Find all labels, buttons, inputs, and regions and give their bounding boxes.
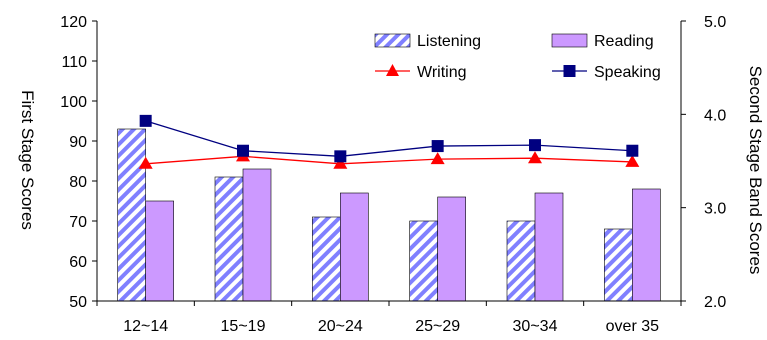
marker-writing-5 (625, 154, 640, 167)
legend-label-writing: Writing (417, 64, 467, 81)
legend-swatch-listening (374, 33, 411, 48)
bar-listening-3 (409, 220, 438, 302)
bar-listening-1 (214, 176, 244, 302)
x-ticks: 12~14 15~19 20~24 25~29 30~34 over 35 (96, 301, 682, 335)
bar-reading-3 (437, 196, 466, 302)
bar-reading-5 (632, 188, 661, 302)
y-left-tick-label: 100 (60, 94, 87, 111)
marker-speaking-1 (237, 144, 249, 157)
y-right-tick-label: 4.0 (704, 107, 726, 124)
legend-label-listening: Listening (417, 33, 481, 50)
y-left-tick-label: 110 (61, 54, 87, 71)
line-speaking (145, 120, 633, 157)
marker-speaking-0 (139, 114, 152, 127)
right-ticks: 2.0 3.0 4.0 5.0 (681, 14, 726, 311)
x-tick-label: 20~24 (318, 318, 363, 335)
marker-speaking-3 (431, 140, 444, 153)
y-left-axis-title: First Stage Scores (18, 90, 37, 230)
y-left-tick-label: 90 (69, 134, 87, 151)
y-left-tick-label: 70 (69, 214, 87, 231)
bars-layer (117, 128, 661, 302)
marker-writing-0 (138, 156, 153, 169)
y-right-axis-title: Second Stage Band Scores (746, 66, 765, 275)
bar-reading-0 (145, 200, 174, 302)
x-tick-label: 25~29 (415, 318, 460, 335)
x-tick-label: 15~19 (221, 318, 266, 335)
line-writing (145, 155, 633, 165)
x-tick-label: 30~34 (513, 318, 558, 335)
legend-label-speaking: Speaking (594, 64, 661, 81)
bar-reading-1 (242, 168, 272, 302)
marker-speaking-2 (334, 150, 347, 163)
y-left-tick-label: 60 (69, 254, 87, 271)
y-right-tick-label: 2.0 (704, 294, 726, 311)
x-tick-label: over 35 (606, 318, 659, 335)
bar-reading-2 (340, 192, 369, 302)
bar-listening-2 (312, 216, 341, 302)
marker-writing-2 (333, 156, 348, 169)
marker-writing-3 (430, 152, 445, 165)
y-right-tick-label: 3.0 (704, 201, 726, 218)
y-left-tick-label: 50 (69, 294, 87, 311)
legend: Listening Reading Writing Speaking (374, 33, 661, 81)
legend-swatch-reading (551, 33, 588, 48)
bar-listening-0 (117, 128, 146, 302)
y-left-tick-label: 80 (69, 174, 87, 191)
lines-layer (138, 114, 640, 169)
left-ticks: 50 60 70 80 90 100 110 120 (60, 14, 97, 311)
legend-marker-writing (386, 64, 399, 76)
x-tick-label: 12~14 (123, 318, 168, 335)
legend-marker-speaking (563, 65, 576, 77)
marker-speaking-5 (626, 144, 639, 157)
y-left-tick-label: 120 (60, 14, 87, 31)
y-right-tick-label: 5.0 (704, 14, 726, 31)
marker-writing-4 (528, 151, 542, 164)
marker-speaking-4 (529, 139, 541, 152)
bar-reading-4 (534, 192, 564, 302)
bar-listening-4 (506, 220, 536, 302)
legend-label-reading: Reading (594, 33, 654, 50)
bar-listening-5 (604, 228, 633, 302)
